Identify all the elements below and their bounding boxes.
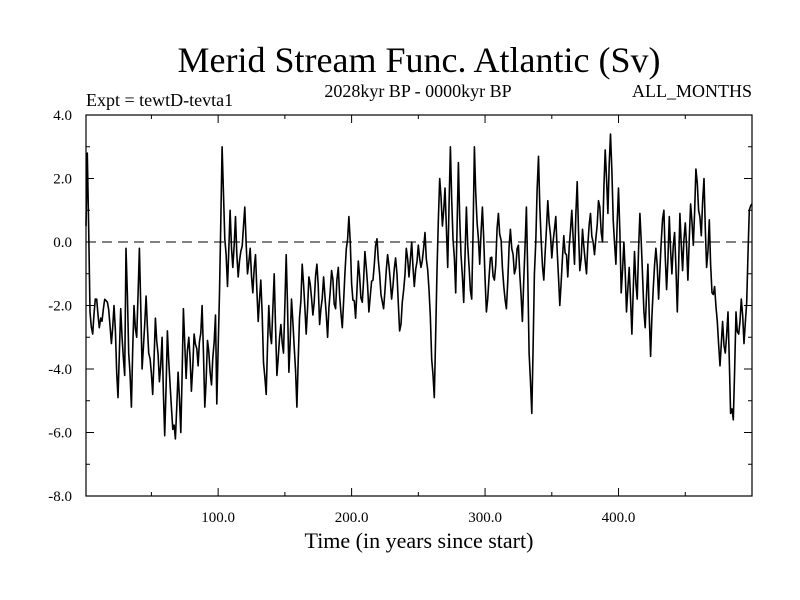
experiment-label: Expt = tewtD-tevta1 bbox=[86, 90, 233, 110]
x-tick-label: 100.0 bbox=[201, 510, 235, 526]
chart-title: Merid Stream Func. Atlantic (Sv) bbox=[178, 40, 661, 80]
series-line-merid-stream-func bbox=[85, 133, 753, 440]
months-label: ALL_MONTHS bbox=[632, 81, 752, 101]
plot-frame bbox=[85, 114, 753, 497]
x-tick-label: 200.0 bbox=[335, 510, 369, 526]
y-tick-label: -6.0 bbox=[48, 426, 72, 442]
y-tick-label: -2.0 bbox=[48, 299, 72, 315]
y-tick-label: -4.0 bbox=[48, 362, 72, 378]
period-label: 2028kyr BP - 0000kyr BP bbox=[324, 81, 511, 101]
x-axis-ticks: 100.0 200.0 300.0 400.0 bbox=[150, 115, 686, 526]
y-tick-label: 2.0 bbox=[53, 172, 72, 188]
x-tick-label: 300.0 bbox=[468, 510, 502, 526]
y-tick-label: 0.0 bbox=[53, 235, 72, 251]
y-tick-label: -8.0 bbox=[48, 489, 72, 505]
x-tick-label: 400.0 bbox=[602, 510, 636, 526]
x-axis-label: Time (in years since start) bbox=[305, 528, 534, 553]
y-tick-label: 4.0 bbox=[53, 108, 72, 124]
